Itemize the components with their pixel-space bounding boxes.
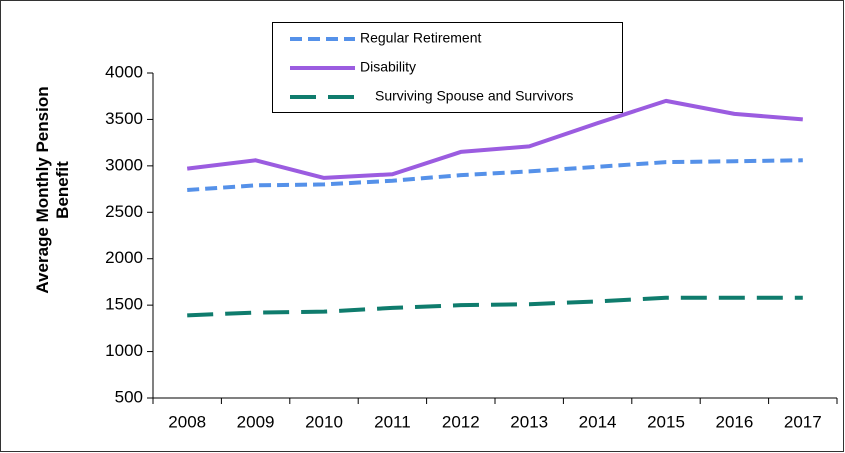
x-tick-label: 2012 — [442, 412, 480, 431]
x-tick-label: 2010 — [305, 412, 343, 431]
legend-label: Regular Retirement — [360, 30, 481, 46]
x-tick-label: 2016 — [715, 412, 753, 431]
x-tick-label: 2014 — [579, 412, 617, 431]
series-line — [187, 158, 803, 192]
y-tick-label: 1000 — [105, 341, 143, 360]
series-line — [187, 295, 803, 318]
legend-label: Disability — [360, 59, 416, 75]
y-tick-label: 2000 — [105, 248, 143, 267]
y-tick-label: 3500 — [105, 109, 143, 128]
legend-label: Surviving Spouse and Survivors — [375, 88, 573, 104]
y-axis-label: Average Monthly Pension Benefit — [33, 86, 72, 294]
y-tick-label: 4000 — [105, 62, 143, 81]
x-tick-label: 2008 — [168, 412, 206, 431]
x-tick-label: 2011 — [374, 412, 411, 431]
x-tick-label: 2013 — [510, 412, 548, 431]
series-line — [186, 98, 803, 180]
x-tick-label: 2009 — [237, 412, 275, 431]
y-tick-label: 3000 — [105, 155, 143, 174]
x-tick-label: 2017 — [784, 412, 822, 431]
y-tick-label: 2500 — [105, 202, 143, 221]
y-tick-label: 1500 — [105, 295, 143, 314]
x-tick-label: 2015 — [647, 412, 685, 431]
y-tick-label: 500 — [115, 387, 143, 406]
